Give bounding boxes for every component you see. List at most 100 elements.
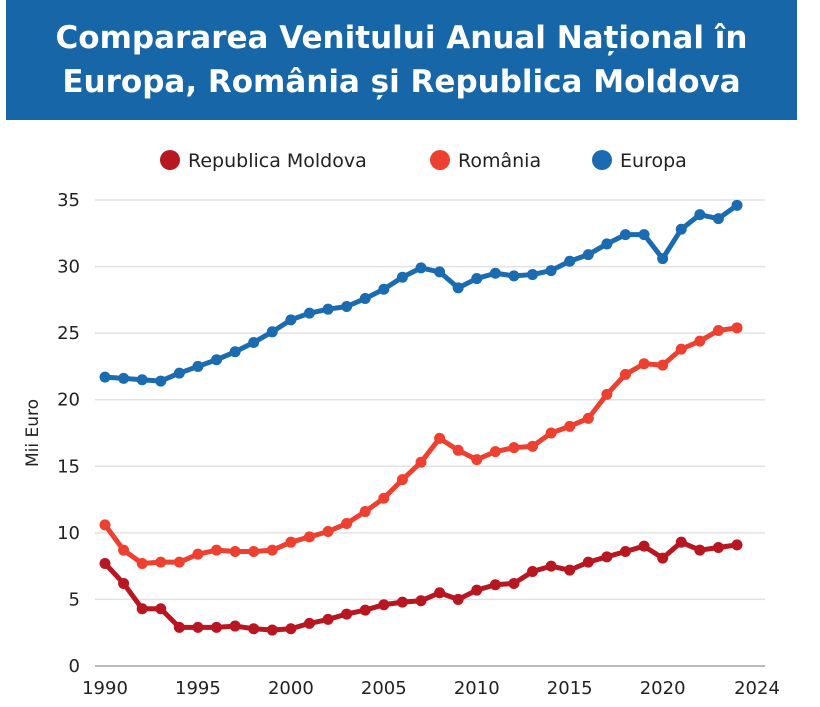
data-point [211, 354, 223, 366]
data-point [508, 270, 520, 282]
data-point [396, 474, 408, 486]
y-tick-label: 0 [69, 656, 80, 677]
data-point [527, 565, 539, 577]
data-point [211, 544, 223, 556]
data-point [229, 346, 241, 358]
data-point [675, 536, 687, 548]
data-point [582, 249, 594, 261]
data-point [136, 374, 148, 386]
data-point [322, 613, 334, 625]
data-point [434, 587, 446, 599]
data-point [266, 544, 278, 556]
data-point [471, 454, 483, 466]
data-point [452, 282, 464, 294]
x-tick-label: 2000 [268, 678, 314, 699]
y-tick-label: 10 [57, 523, 80, 544]
y-tick-label: 5 [69, 589, 80, 610]
y-axis-label: Mii Euro [23, 399, 43, 467]
data-point [359, 506, 371, 518]
series-republica-moldova [99, 536, 743, 636]
data-point [601, 238, 613, 250]
series-europa [99, 199, 743, 387]
gridlines [95, 199, 765, 667]
data-point [192, 360, 204, 372]
data-point [248, 336, 260, 348]
data-point [694, 209, 706, 221]
data-point [155, 375, 167, 387]
data-point [229, 620, 241, 632]
y-tick-label: 15 [57, 456, 80, 477]
data-point [285, 536, 297, 548]
y-axis-ticks: 0 5 10 15 20 25 30 35 [57, 190, 80, 677]
data-point [396, 271, 408, 283]
data-point [712, 542, 724, 554]
data-point [657, 253, 669, 265]
data-point [564, 420, 576, 432]
legend-label: România [458, 150, 541, 172]
data-point [694, 544, 706, 556]
data-point [173, 367, 185, 379]
data-point [638, 229, 650, 241]
data-point [564, 255, 576, 267]
data-point [415, 595, 427, 607]
data-point [434, 266, 446, 278]
data-point [601, 388, 613, 400]
data-point [341, 518, 353, 530]
data-point [266, 624, 278, 636]
data-point [527, 269, 539, 281]
data-point [359, 293, 371, 305]
data-point [415, 456, 427, 468]
legend-label: Europa [620, 150, 687, 172]
data-point [471, 584, 483, 596]
data-point [303, 531, 315, 543]
y-tick-label: 20 [57, 390, 80, 411]
data-point [211, 621, 223, 633]
data-point [489, 446, 501, 458]
data-point [508, 442, 520, 454]
data-point [638, 358, 650, 370]
data-point [285, 314, 297, 326]
y-tick-label: 25 [57, 323, 80, 344]
data-point [378, 283, 390, 295]
data-point [322, 303, 334, 315]
data-point [322, 526, 334, 538]
data-point [675, 343, 687, 355]
x-tick-label: 2005 [361, 678, 407, 699]
data-point [545, 560, 557, 572]
data-point [731, 322, 743, 334]
x-axis-ticks: 1990 1995 2000 2005 2010 2015 2020 2024 [82, 678, 780, 699]
data-point [694, 335, 706, 347]
title-line-1: Compararea Venitului Anual Național în [55, 20, 748, 56]
data-point [452, 444, 464, 456]
legend-item: Republica Moldova [160, 150, 367, 172]
data-point [675, 223, 687, 235]
data-point [527, 440, 539, 452]
data-point [378, 599, 390, 611]
data-point [118, 577, 130, 589]
data-point [341, 301, 353, 313]
data-point [712, 324, 724, 336]
data-point [452, 593, 464, 605]
data-point [248, 545, 260, 557]
series-românia [99, 322, 743, 569]
data-point [619, 368, 631, 380]
data-point [118, 544, 130, 556]
data-point [173, 621, 185, 633]
data-point [638, 540, 650, 552]
data-point [378, 492, 390, 504]
data-point [619, 229, 631, 241]
data-point [99, 557, 111, 569]
legend: Republica Moldova România Europa [160, 150, 687, 172]
data-point [136, 603, 148, 615]
data-point [657, 552, 669, 564]
data-point [545, 427, 557, 439]
data-point [489, 579, 501, 591]
data-point [582, 412, 594, 424]
data-point [341, 608, 353, 620]
y-tick-label: 35 [57, 190, 80, 211]
x-tick-label: 2020 [640, 678, 686, 699]
data-point [155, 556, 167, 568]
legend-marker [592, 150, 612, 170]
data-point [619, 545, 631, 557]
